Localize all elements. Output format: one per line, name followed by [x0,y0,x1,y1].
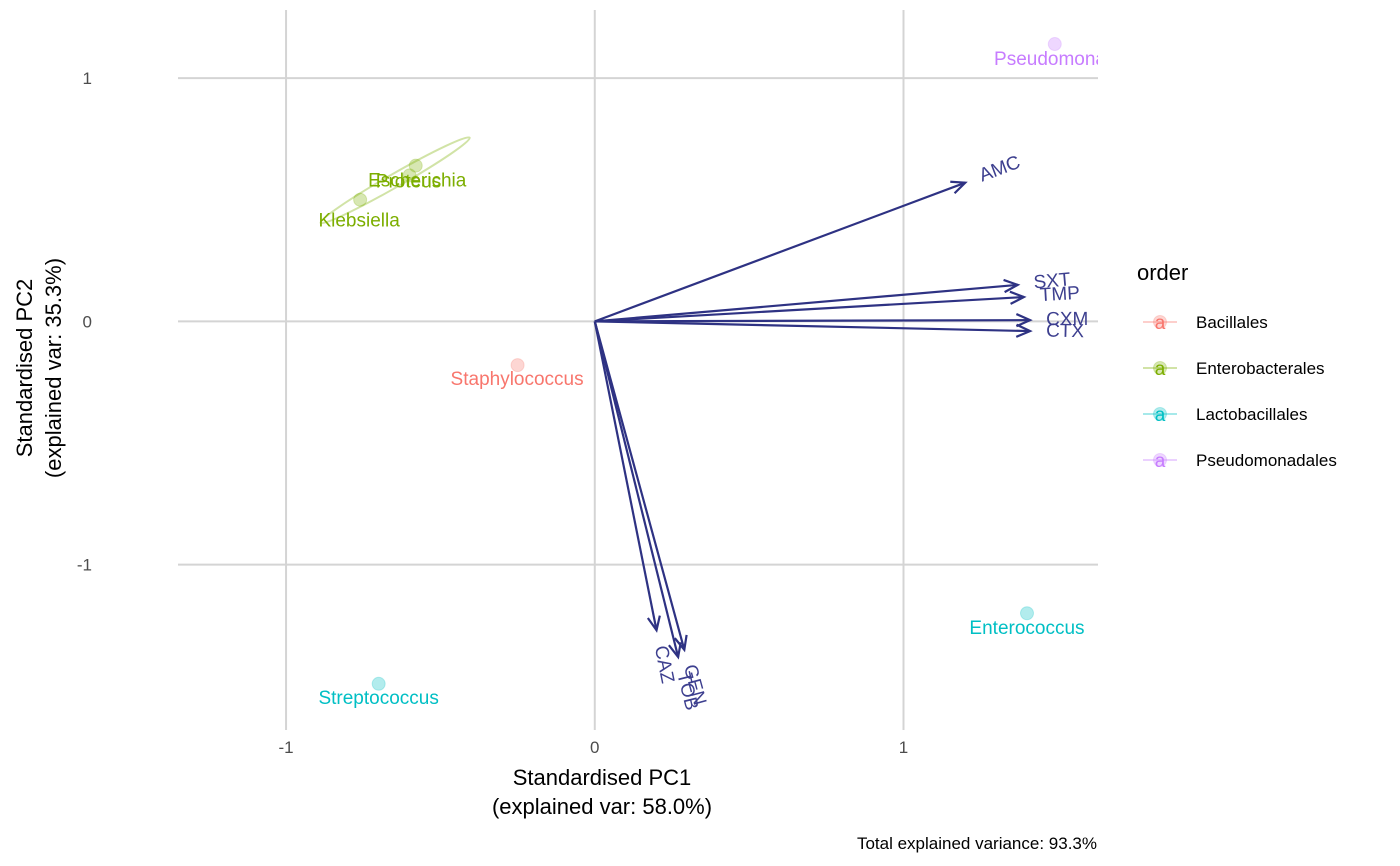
y-tick-label: 0 [83,312,92,331]
arrow-amc [594,181,966,323]
arrow-caz [593,321,658,631]
x-axis-title-line1: Standardised PC1 [513,765,692,790]
point-staphylococcus [510,358,525,373]
legend-key-glyph: a [1155,313,1166,334]
y-tick-label: -1 [77,556,92,575]
arrowhead-ctx [1015,323,1033,338]
legend-item: a Enterobacterales [1143,359,1325,380]
x-tick-label: -1 [278,738,293,757]
legend: order a Bacillales a Enterobacterales a Lacto… [1137,260,1337,472]
arrowhead-caz [646,615,661,633]
point-streptococcus [371,676,386,691]
arrow-ctx [594,320,1031,333]
loading-label: CXM [1046,309,1088,330]
x-tick-label: 0 [590,738,599,757]
arrow-tob [593,321,680,658]
x-tick-label: 1 [899,738,908,757]
y-axis-title-line2: (explained var: 35.3%) [41,258,66,478]
legend-key-point [1153,407,1167,421]
point-pseudomonas [1047,37,1062,52]
legend-item: a Lactobacillales [1143,405,1308,426]
point-label: Streptococcus [318,688,438,709]
legend-label: Enterobacterales [1196,359,1325,378]
loading-arrows [593,180,1033,660]
legend-key-glyph: a [1155,405,1166,426]
ellipse-enterobacterales [319,136,471,225]
point-label: Enterococcus [969,618,1084,639]
loading-label: SXT [1033,269,1072,293]
grid-lines [178,10,1098,730]
arrowhead-sxt [1003,278,1021,294]
point-enterococcus [1019,606,1034,621]
arrowhead-gen [673,634,688,653]
caption: Total explained variance: 93.3% [857,834,1097,853]
loading-label: AMC [976,152,1023,186]
tick-labels: -1 0 1 -1 0 1 [77,69,908,757]
arrow-gen [593,321,686,651]
legend-label: Bacillales [1196,313,1268,332]
legend-title: order [1137,260,1188,285]
legend-label: Lactobacillales [1196,405,1308,424]
y-axis-title-line1: Standardised PC2 [12,279,37,458]
point-klebsiella [353,192,368,207]
point-label: Pseudomonas [994,49,1115,70]
legend-entries: a Bacillales a Enterobacterales a Lactobacill… [1143,313,1337,472]
arrowhead-tob [668,642,682,660]
data-points [353,37,1062,691]
loading-label: TMP [1039,283,1080,306]
legend-key-glyph: a [1155,359,1166,380]
legend-item: a Pseudomonadales [1143,451,1337,472]
arrow-tmp [594,295,1024,323]
point-label: Klebsiella [318,211,400,232]
arrowhead-tmp [1009,290,1027,305]
legend-key-glyph: a [1155,451,1166,472]
x-axis-title-line2: (explained var: 58.0%) [492,794,712,819]
point-proteus [402,168,417,183]
arrow-sxt [594,283,1018,323]
legend-label: Pseudomonadales [1196,451,1337,470]
point-escherichia [408,158,423,173]
legend-key-point [1153,315,1167,329]
legend-key-point [1153,361,1167,375]
group-ellipses [319,136,471,225]
point-label: Proteus [376,171,441,192]
y-tick-label: 1 [83,69,92,88]
arrow-cxm [594,319,1031,323]
legend-key-point [1153,453,1167,467]
arrowhead-amc [950,180,968,195]
arrowhead-cxm [1015,313,1033,328]
point-label: Staphylococcus [451,369,584,390]
legend-item: a Bacillales [1143,313,1268,334]
loading-label: CTX [1046,320,1085,342]
point-label: Escherichia [368,171,467,192]
